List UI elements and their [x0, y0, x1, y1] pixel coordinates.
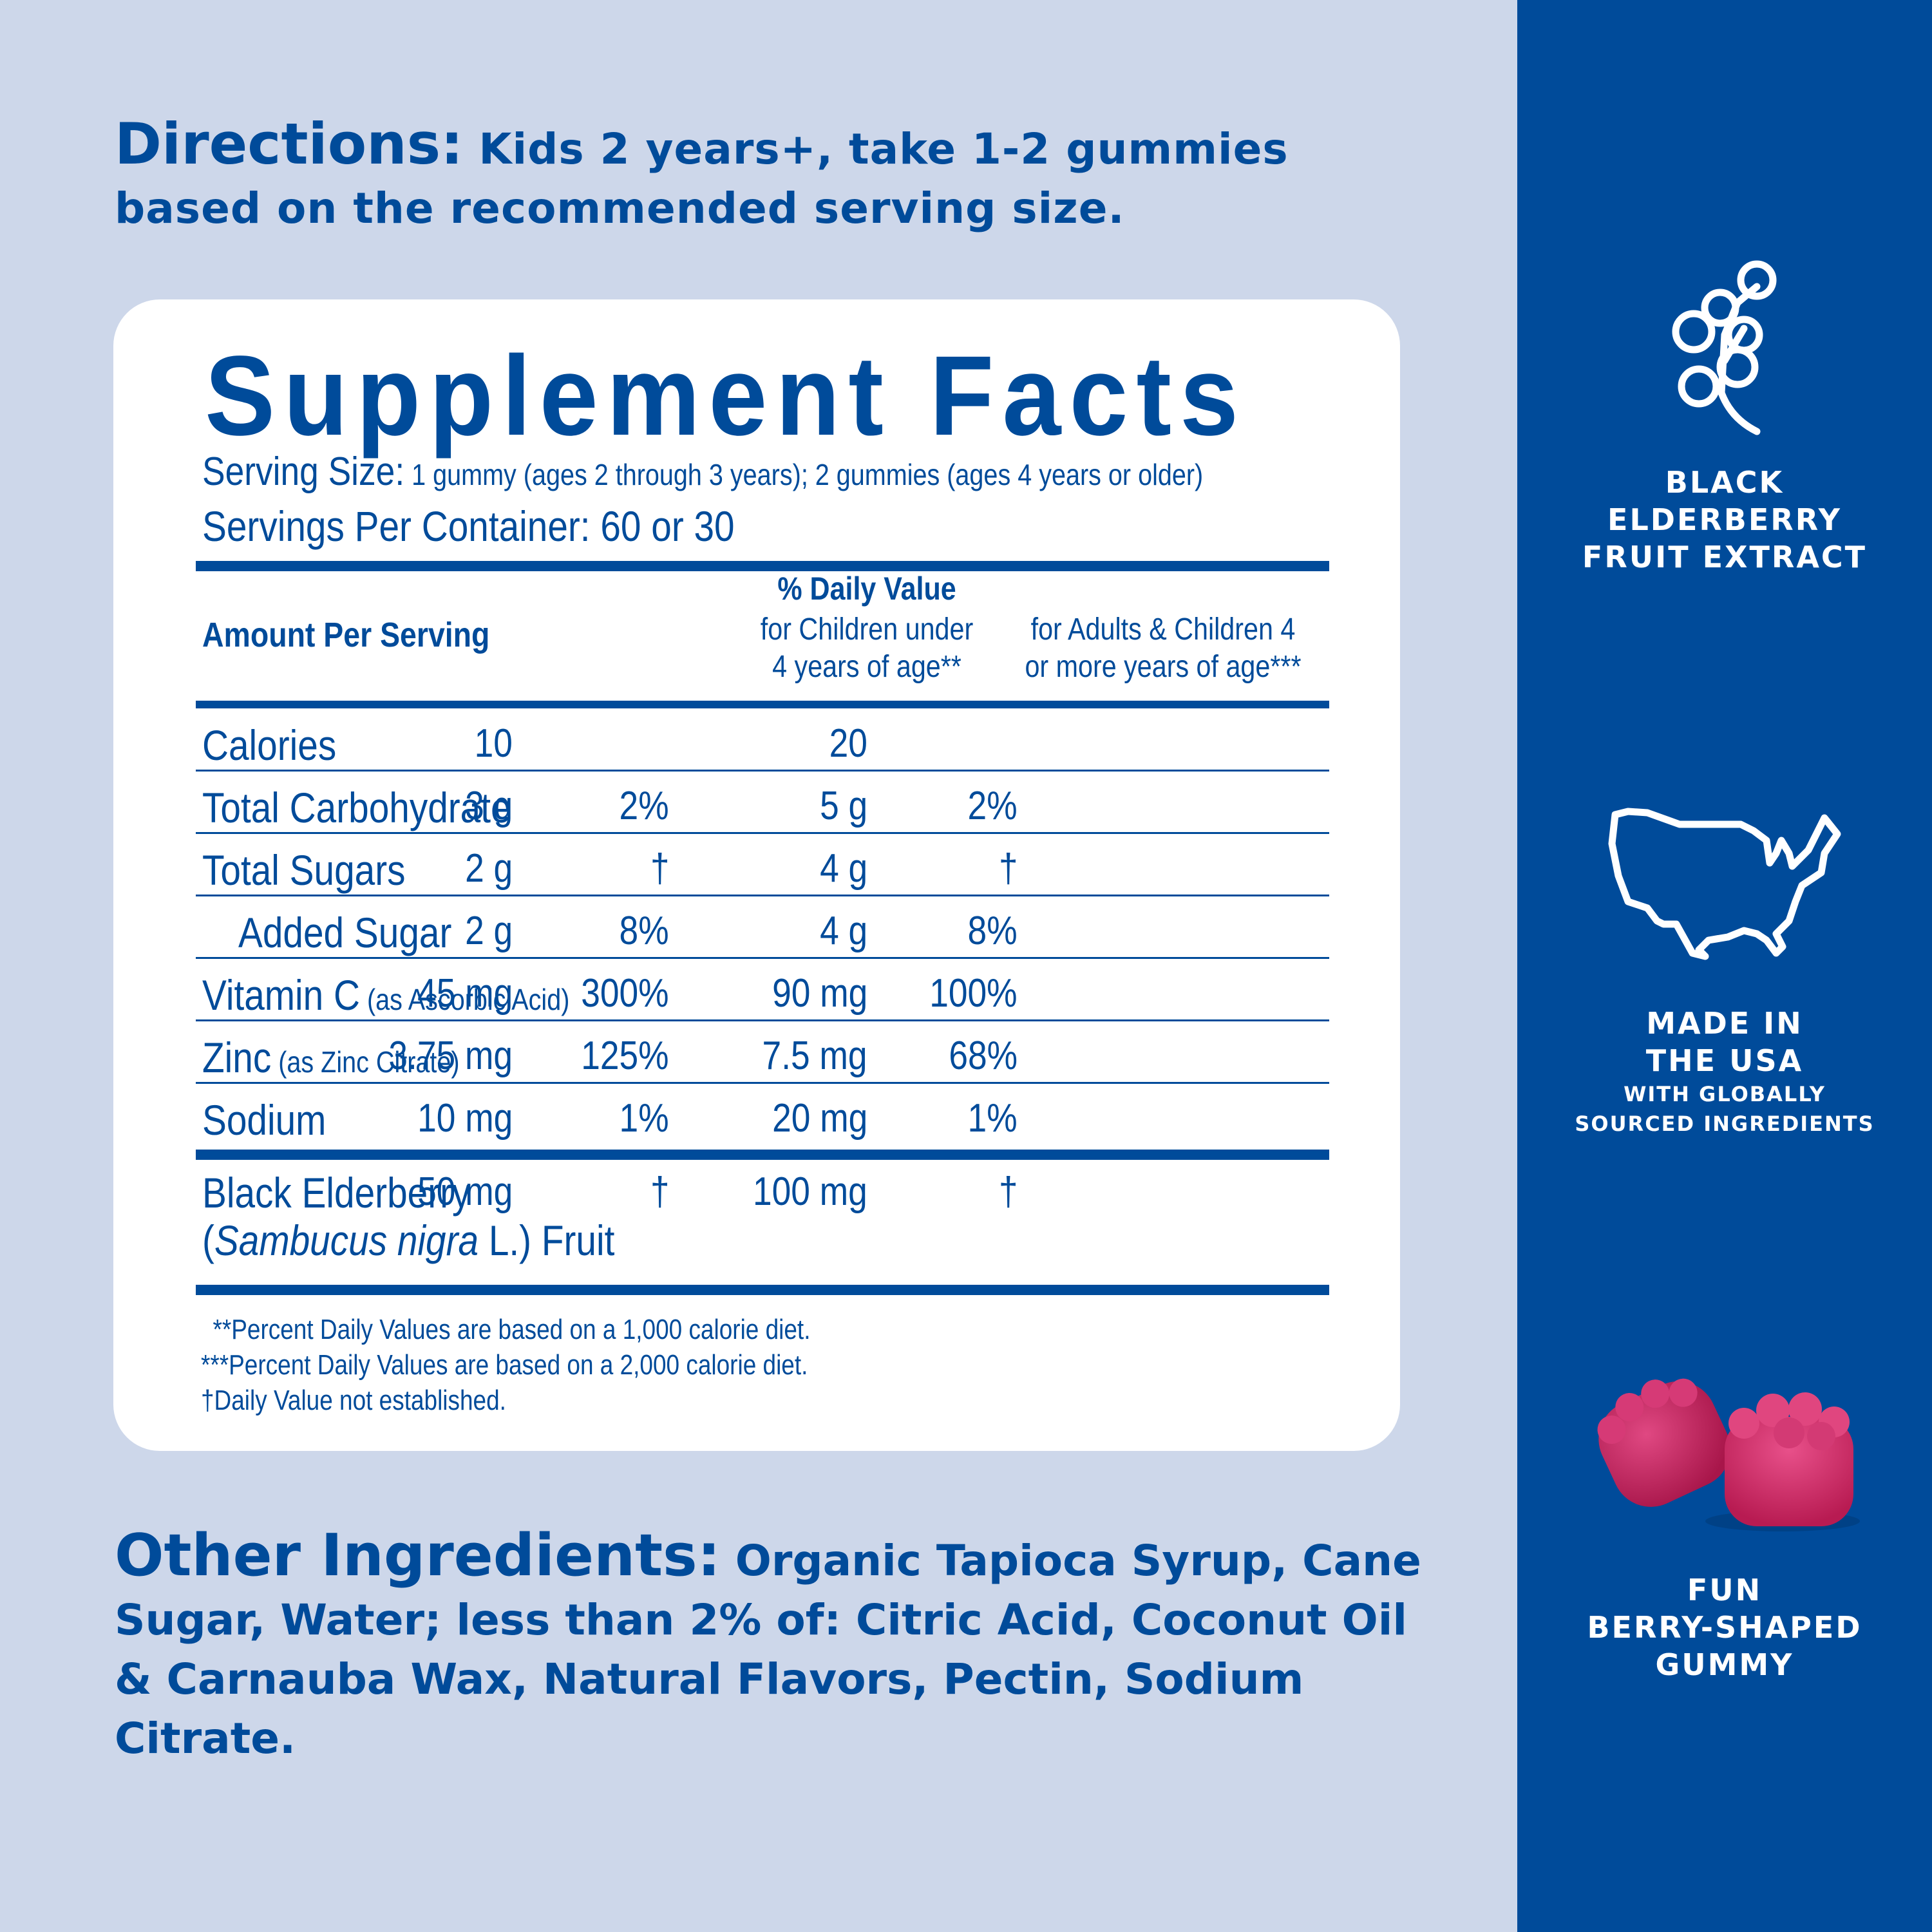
row-divider: [196, 957, 1329, 959]
feature-elderberry: BLACK ELDERBERRY FRUIT EXTRACT: [1517, 258, 1932, 576]
adult-dv: 100%: [929, 971, 1018, 1016]
directions: Directions: Kids 2 years+, take 1-2 gumm…: [115, 115, 1403, 238]
child-amount: 2 g: [464, 846, 513, 891]
child-amount: 2 g: [464, 909, 513, 953]
serving-size-value: 1 gummy (ages 2 through 3 years); 2 gumm…: [404, 458, 1204, 491]
usa-map-icon: [1608, 808, 1841, 960]
divider-thick: [196, 701, 1329, 708]
other-ingredients-text: Organic Tapioca Syrup, Cane Sugar, Water…: [115, 1536, 1421, 1763]
header-children-line1: for Children under: [760, 612, 974, 647]
header-adults-line1: for Adults & Children 4: [1030, 612, 1296, 647]
feature-label: THE USA: [1645, 1043, 1804, 1078]
adult-dv: †: [998, 1170, 1018, 1214]
table-row: Vitamin C (as Ascorbic Acid) 45 mg 300% …: [196, 959, 1329, 1021]
directions-text: Kids 2 years+, take 1-2 gummies based on…: [115, 124, 1289, 233]
adult-amount: 4 g: [819, 909, 867, 953]
feature-made-in-usa: MADE IN THE USA WITH GLOBALLY SOURCED IN…: [1517, 805, 1932, 1139]
row-divider: [196, 770, 1329, 772]
feature-label: MADE IN: [1646, 1006, 1803, 1041]
servings-per-container: Servings Per Container: 60 or 30: [202, 502, 735, 550]
feature-label: ELDERBERRY: [1607, 502, 1842, 537]
table-row: Total Carbohydrate 3 g 2% 5 g 2%: [196, 772, 1329, 834]
child-dv: 8%: [619, 909, 669, 953]
child-amount: 10: [474, 721, 513, 766]
header-adults-line2: or more years of age***: [1025, 650, 1302, 684]
adult-dv: 8%: [967, 909, 1018, 953]
adult-dv: 1%: [967, 1096, 1018, 1141]
nutrient-name: Sodium: [202, 1096, 327, 1144]
header-adults: for Adults & Children 4 or more years of…: [991, 611, 1334, 686]
divider-thick: [196, 1150, 1329, 1160]
header-children-line2: 4 years of age**: [772, 650, 961, 684]
nutrient-name: Total Sugars: [202, 846, 406, 894]
table-row: Sodium 10 mg 1% 20 mg 1%: [196, 1084, 1329, 1146]
nutrient-name: Calories: [202, 721, 337, 769]
header-daily-value: % Daily Value: [777, 571, 956, 607]
nutrient-name: Total Carbohydrate: [202, 784, 511, 831]
nutrient-name: Vitamin C (as Ascorbic Acid): [202, 971, 570, 1019]
adult-amount: 100 mg: [753, 1170, 867, 1214]
other-ingredients-label: Other Ingredients:: [115, 1522, 721, 1589]
footnotes: **Percent Daily Values are based on a 1,…: [201, 1312, 810, 1418]
feature-label: FRUIT EXTRACT: [1582, 540, 1868, 574]
child-dv: †: [650, 846, 669, 891]
child-amount: 3 g: [464, 784, 513, 828]
footnote: **Percent Daily Values are based on a 1,…: [213, 1314, 811, 1345]
divider-thick: [196, 561, 1329, 571]
adult-amount: 4 g: [819, 846, 867, 891]
adult-amount: 90 mg: [772, 971, 867, 1016]
child-amount: 10 mg: [417, 1096, 513, 1141]
feature-label: BLACK: [1665, 465, 1785, 500]
table-row-elderberry: Black Elderberry (Sambucus nigra L.) Fru…: [196, 1169, 1329, 1272]
divider-thick: [196, 1285, 1329, 1295]
nutrient-name: Black Elderberry (Sambucus nigra L.) Fru…: [202, 1169, 615, 1264]
row-divider: [196, 832, 1329, 834]
feature-sublabel: WITH GLOBALLY: [1624, 1082, 1826, 1106]
nutrient-name: Zinc (as Zinc Citrate): [202, 1034, 460, 1081]
child-dv: 1%: [619, 1096, 669, 1141]
adult-amount: 20: [829, 721, 867, 766]
child-dv: †: [650, 1170, 669, 1214]
adult-dv: †: [998, 846, 1018, 891]
child-amount: 3.75 mg: [388, 1034, 513, 1078]
child-amount: 45 mg: [417, 971, 513, 1016]
adult-dv: 68%: [949, 1034, 1018, 1078]
feature-sublabel: SOURCED INGREDIENTS: [1575, 1112, 1875, 1136]
table-row: Added Sugar 2 g 8% 4 g 8%: [196, 896, 1329, 959]
feature-label: GUMMY: [1655, 1647, 1794, 1682]
other-ingredients: Other Ingredients: Organic Tapioca Syrup…: [115, 1526, 1422, 1768]
adult-amount: 5 g: [819, 784, 867, 828]
serving-size-label: Serving Size:: [202, 450, 405, 494]
row-divider: [196, 1082, 1329, 1084]
nutrient-name: Added Sugar: [238, 909, 452, 956]
directions-label: Directions:: [115, 111, 464, 177]
row-divider: [196, 1019, 1329, 1021]
child-dv: 300%: [581, 971, 669, 1016]
supplement-facts-panel: Supplement Facts Serving Size: 1 gummy (…: [113, 299, 1400, 1451]
header-amount-per-serving: Amount Per Serving: [202, 616, 490, 654]
feature-label: BERRY-SHAPED: [1587, 1610, 1862, 1645]
adult-amount: 20 mg: [772, 1096, 867, 1141]
feature-berry-gummy: FUN BERRY-SHAPED GUMMY: [1517, 1352, 1932, 1683]
supplement-facts-title: Supplement Facts: [205, 333, 1247, 459]
child-dv: 2%: [619, 784, 669, 828]
feature-label: FUN: [1687, 1573, 1763, 1607]
child-amount: 50 mg: [417, 1170, 513, 1214]
table-row: Calories 10 20: [196, 709, 1329, 772]
row-divider: [196, 895, 1329, 896]
elderberry-icon: [1672, 260, 1777, 435]
adult-amount: 7.5 mg: [762, 1034, 867, 1078]
serving-size: Serving Size: 1 gummy (ages 2 through 3 …: [202, 446, 1203, 500]
adult-dv: 2%: [967, 784, 1018, 828]
table-row: Total Sugars 2 g † 4 g †: [196, 834, 1329, 896]
footnote: ***Percent Daily Values are based on a 2…: [201, 1349, 808, 1381]
child-dv: 125%: [581, 1034, 669, 1078]
table-row: Zinc (as Zinc Citrate) 3.75 mg 125% 7.5 …: [196, 1021, 1329, 1084]
footnote: †Daily Value not established.: [201, 1385, 506, 1416]
header-children: for Children under 4 years of age**: [717, 611, 1016, 686]
gummy-image: [1597, 1378, 1860, 1531]
